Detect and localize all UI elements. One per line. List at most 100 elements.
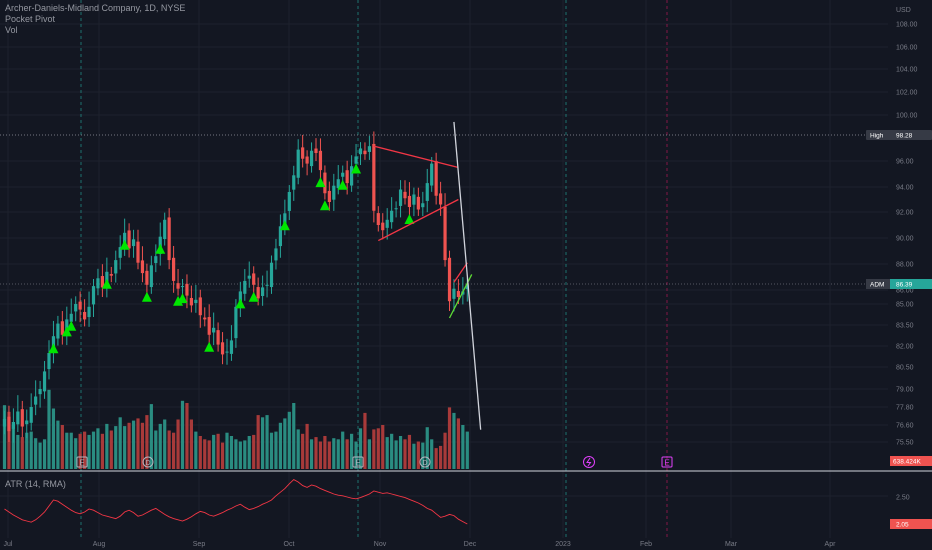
price-tick-label: 92.00 xyxy=(896,210,914,217)
candle-body xyxy=(11,422,15,429)
volume-bar xyxy=(452,412,456,469)
candle-body xyxy=(189,297,193,306)
candle-body xyxy=(292,175,296,190)
currency-label: USD xyxy=(896,7,911,14)
price-tick-label: 104.00 xyxy=(896,67,918,74)
price-tick-label: 100.00 xyxy=(896,113,918,120)
volume-bar xyxy=(65,432,69,469)
candle-body xyxy=(163,219,167,240)
trendline-drawing xyxy=(453,262,468,283)
candle-body xyxy=(412,194,416,205)
candle-body xyxy=(265,284,269,286)
candle-body xyxy=(34,396,38,405)
candle-body xyxy=(154,256,158,264)
price-tick-label: 75.50 xyxy=(896,440,914,447)
atr-legend[interactable]: ATR (14, RMA) xyxy=(5,479,66,489)
price-tick-label: 88.00 xyxy=(896,262,914,269)
volume-bar xyxy=(247,436,251,469)
volume-bar xyxy=(430,439,434,469)
volume-bar xyxy=(372,429,376,469)
volume-bar xyxy=(127,422,131,469)
volume-bar xyxy=(198,436,202,469)
chart-legend[interactable]: Archer-Daniels-Midland Company, 1D, NYSE… xyxy=(5,3,185,36)
candle-body xyxy=(2,419,7,427)
pocket-pivot-marker xyxy=(101,278,112,289)
time-tick-label: Oct xyxy=(284,541,295,548)
candle-body xyxy=(314,148,318,154)
volume-bar xyxy=(283,418,287,469)
candle-body xyxy=(109,274,113,276)
candle-body xyxy=(131,239,136,247)
earnings-marker-letter: E xyxy=(355,459,360,468)
volume-bar xyxy=(42,439,47,469)
drawing-annotations[interactable] xyxy=(373,121,482,430)
volume-bar xyxy=(243,440,247,469)
pocket-pivot-marker xyxy=(119,239,130,250)
candle-body xyxy=(38,389,42,395)
price-axis[interactable]: USD 108.00 106.00 104.00 102.00 100.00 96.00 94… xyxy=(896,7,918,447)
volume-bar xyxy=(34,438,38,469)
candle-body xyxy=(136,241,140,263)
pocket-pivot-marker xyxy=(61,326,72,337)
chart-title[interactable]: Archer-Daniels-Midland Company, 1D, NYSE xyxy=(5,3,186,13)
pocket-pivot-marker xyxy=(351,163,362,174)
candle-body xyxy=(20,409,24,427)
candle-body xyxy=(305,156,309,164)
pocket-pivot-marker xyxy=(235,298,246,309)
time-tick-label: Apr xyxy=(825,541,837,548)
candle-body xyxy=(74,304,78,312)
price-tick-label: 102.00 xyxy=(896,90,918,97)
candle-body xyxy=(465,284,469,290)
candle-body xyxy=(203,317,207,320)
candle-body xyxy=(194,299,198,304)
earnings-marker xyxy=(76,456,88,468)
volume-bar xyxy=(225,432,229,469)
atr-axis[interactable]: 2.50 xyxy=(896,495,910,502)
candle-body xyxy=(269,262,274,288)
candle-body xyxy=(301,147,305,159)
candle-body xyxy=(332,185,336,200)
volume-bar xyxy=(465,431,469,469)
candle-body xyxy=(149,265,153,288)
volume-bar xyxy=(25,432,29,469)
indicator-pocket-pivot[interactable]: Pocket Pivot xyxy=(5,14,56,24)
dividend-marker xyxy=(142,456,154,468)
lightning-bolt xyxy=(586,457,592,467)
dividend-marker xyxy=(419,456,431,468)
candle-body xyxy=(278,226,282,247)
volume-bar xyxy=(363,412,367,469)
volume-bar xyxy=(16,434,20,469)
candlestick-series xyxy=(2,131,469,443)
volume-bar xyxy=(296,429,300,469)
volume-bar xyxy=(425,427,429,469)
pocket-pivot-marker xyxy=(177,293,188,304)
volume-bar xyxy=(194,431,198,469)
volume-bar xyxy=(123,426,127,469)
time-axis[interactable]: Jul Aug Sep Oct Nov Dec 2023 Feb Mar Apr xyxy=(4,541,837,548)
candle-body xyxy=(42,371,47,392)
volume-bar xyxy=(278,422,282,469)
candle-body xyxy=(407,195,412,207)
time-tick-label: Jul xyxy=(4,541,13,548)
time-tick-label: Nov xyxy=(374,541,387,548)
pocket-pivot-marker xyxy=(48,343,59,354)
volume-bar xyxy=(385,437,389,469)
volume-bar xyxy=(336,439,340,469)
volume-bar xyxy=(252,434,256,469)
volume-bar xyxy=(131,420,136,469)
trendline-drawing xyxy=(453,121,482,430)
candle-body xyxy=(47,353,51,370)
volume-bar xyxy=(163,419,167,469)
volume-bar xyxy=(145,415,149,469)
price-tick-label: 76.60 xyxy=(896,423,914,430)
candle-body xyxy=(212,327,216,333)
volume-bar xyxy=(461,425,465,469)
volume-bar xyxy=(176,419,180,469)
volume-bar xyxy=(51,408,56,469)
indicator-volume[interactable]: Vol xyxy=(5,25,18,35)
candle-body xyxy=(16,411,20,425)
candle-body xyxy=(229,340,234,354)
candle-body xyxy=(456,291,460,297)
